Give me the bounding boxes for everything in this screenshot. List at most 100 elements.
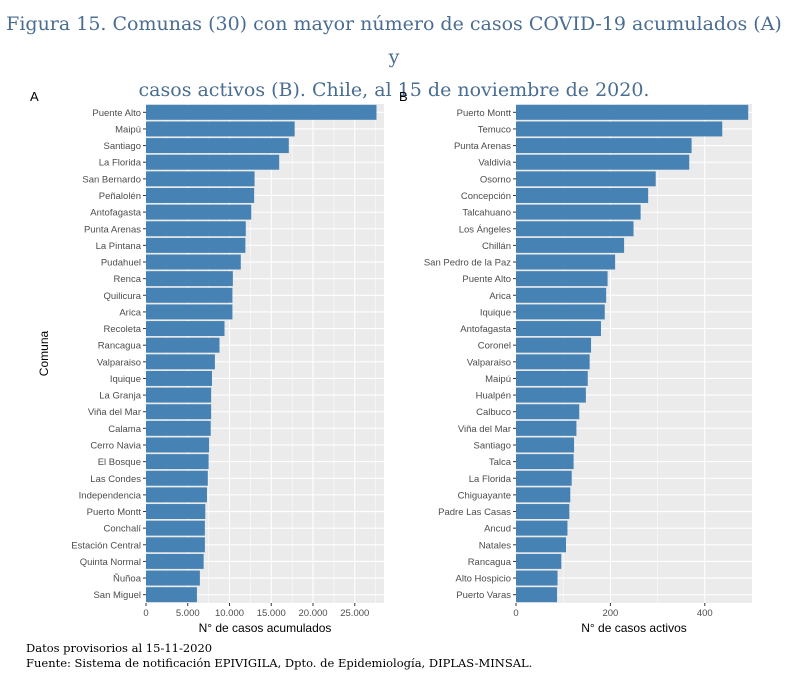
- category-label: Ancud: [484, 524, 511, 535]
- category-label: Santiago: [473, 440, 511, 451]
- bar: [146, 454, 209, 470]
- bar: [146, 187, 255, 203]
- bar: [146, 337, 220, 353]
- bar: [146, 387, 212, 403]
- category-label: Natales: [479, 540, 511, 551]
- category-label: Puente Alto: [462, 274, 511, 285]
- panel-b-letter: B: [399, 89, 408, 104]
- bar: [516, 204, 641, 220]
- category-label: Pudahuel: [101, 258, 141, 269]
- category-label: Puerto Montt: [457, 108, 512, 119]
- bar: [146, 204, 252, 220]
- x-tick-label: 25.000: [340, 608, 369, 619]
- bar: [516, 504, 570, 520]
- category-label: Punta Arenas: [454, 141, 511, 152]
- bar: [146, 154, 280, 170]
- bar: [516, 337, 592, 353]
- bar: [146, 321, 225, 337]
- category-label: Puente Alto: [92, 108, 141, 119]
- category-label: Calama: [108, 424, 141, 435]
- category-label: Arica: [489, 291, 511, 302]
- bar: [516, 387, 586, 403]
- category-label: Estación Central: [71, 540, 141, 551]
- bar: [146, 171, 255, 187]
- x-tick-label: 0: [143, 608, 148, 619]
- bar: [516, 437, 575, 453]
- category-label: Rancagua: [468, 557, 512, 568]
- bar: [516, 221, 634, 237]
- panel-a-chart: 0 5.000 10.000 15.000 20.000 25.000 Puente Alt…: [37, 104, 384, 635]
- category-label: Quilicura: [104, 291, 142, 302]
- figure-title-line-1: Figura 15. Comunas (30) con mayor número…: [6, 13, 782, 68]
- bar: [146, 237, 246, 253]
- category-label: Conchalí: [104, 524, 142, 535]
- bar: [516, 237, 625, 253]
- bar: [146, 404, 212, 420]
- category-label: Independencia: [79, 490, 142, 501]
- x-axis-title: N° de casos activos: [581, 621, 687, 635]
- bar: [516, 570, 558, 586]
- bar: [146, 520, 205, 536]
- category-label: Viña del Mar: [458, 424, 511, 435]
- bar: [516, 553, 562, 569]
- bar: [146, 271, 233, 287]
- x-tick-label: 15.000: [257, 608, 286, 619]
- footer-note: Datos provisorios al 15-11-2020: [26, 641, 213, 655]
- category-label: Peñalolén: [99, 191, 141, 202]
- bar: [516, 454, 574, 470]
- category-label: Rancagua: [98, 341, 142, 352]
- bar: [516, 104, 749, 120]
- figure-title: Figura 15. Comunas (30) con mayor número…: [0, 8, 788, 107]
- bar: [146, 104, 377, 120]
- bar: [146, 470, 208, 486]
- category-label: Viña del Mar: [88, 407, 141, 418]
- bar: [516, 354, 590, 370]
- footer-source: Fuente: Sistema de notificación EPIVIGIL…: [26, 656, 533, 670]
- category-label: San Pedro de la Paz: [424, 258, 511, 269]
- category-label: Las Condes: [90, 474, 141, 485]
- bar: [146, 287, 233, 303]
- x-tick-label: 200: [602, 608, 618, 619]
- bar: [146, 587, 197, 603]
- bar: [516, 470, 572, 486]
- bar: [516, 537, 567, 553]
- bar: [516, 520, 568, 536]
- category-label: Temuco: [478, 124, 511, 135]
- bar: [516, 154, 690, 170]
- category-label: Cerro Navia: [90, 440, 141, 451]
- category-label: Antofagasta: [90, 208, 141, 219]
- category-label: Talcahuano: [462, 208, 511, 219]
- x-tick-label: 400: [697, 608, 713, 619]
- bar: [146, 121, 295, 137]
- bar: [516, 171, 656, 187]
- category-label: San Bernardo: [82, 174, 141, 185]
- category-label: Santiago: [103, 141, 141, 152]
- bar: [516, 138, 692, 154]
- category-label: Quinta Normal: [80, 557, 141, 568]
- y-axis-title: Comuna: [37, 330, 51, 376]
- category-label: La Florida: [469, 474, 512, 485]
- bar: [146, 504, 206, 520]
- bar: [146, 537, 205, 553]
- category-label: Maipú: [115, 124, 141, 135]
- bar: [516, 254, 616, 270]
- bar: [516, 287, 607, 303]
- plot-background: [146, 104, 384, 603]
- bar: [146, 221, 246, 237]
- category-label: Punta Arenas: [84, 224, 141, 235]
- category-label: Iquique: [480, 307, 511, 318]
- bar: [516, 420, 577, 436]
- bar: [516, 404, 580, 420]
- bar: [146, 370, 212, 386]
- category-label: La Granja: [99, 391, 141, 402]
- bar: [146, 138, 289, 154]
- category-label: Puerto Montt: [87, 507, 142, 518]
- x-tick-label: 10.000: [215, 608, 244, 619]
- category-label: Coronel: [478, 341, 511, 352]
- bar: [146, 304, 233, 320]
- category-label: Alto Hospicio: [456, 574, 511, 585]
- category-label: Iquique: [110, 374, 141, 385]
- category-label: Osorno: [480, 174, 511, 185]
- category-label: Talca: [489, 457, 512, 468]
